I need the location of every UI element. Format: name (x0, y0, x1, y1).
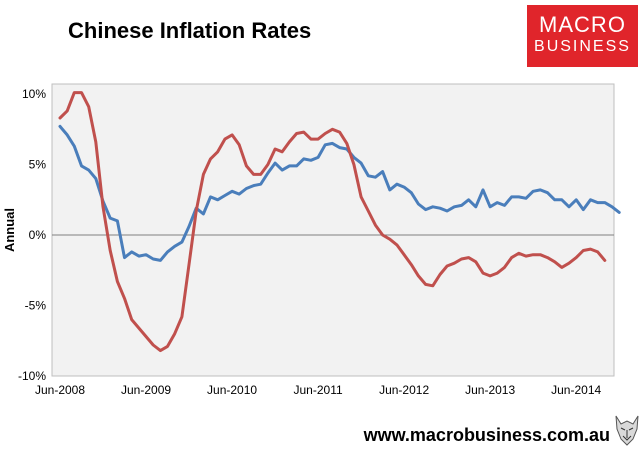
plot-area (51, 83, 615, 377)
x-tick-label: Jun-2008 (35, 383, 85, 397)
y-tick-label: -10% (18, 369, 46, 383)
y-tick-label: 10% (22, 87, 46, 101)
footer-url: www.macrobusiness.com.au (363, 425, 610, 445)
x-tick-label: Jun-2010 (207, 383, 257, 397)
x-tick-label: Jun-2012 (379, 383, 429, 397)
x-tick-label: Jun-2014 (551, 383, 601, 397)
x-tick-label: Jun-2009 (121, 383, 171, 397)
logo-line-1: MACRO (539, 12, 626, 37)
x-tick-label: Jun-2013 (465, 383, 515, 397)
y-axis-label: Annual (2, 208, 17, 252)
chart-title: Chinese Inflation Rates (68, 18, 312, 43)
series-line-cpi (58, 124, 621, 262)
y-tick-label: 5% (29, 158, 47, 172)
x-tick-label: Jun-2011 (294, 383, 343, 397)
logo-line-2: BUSINESS (534, 38, 631, 55)
macrobusiness-logo: MACRO BUSINESS (527, 5, 638, 67)
series-line-ppi (58, 91, 607, 353)
wolf-logo-icon (612, 412, 642, 448)
y-tick-label: 0% (29, 228, 47, 242)
y-tick-label: -5% (25, 299, 47, 313)
